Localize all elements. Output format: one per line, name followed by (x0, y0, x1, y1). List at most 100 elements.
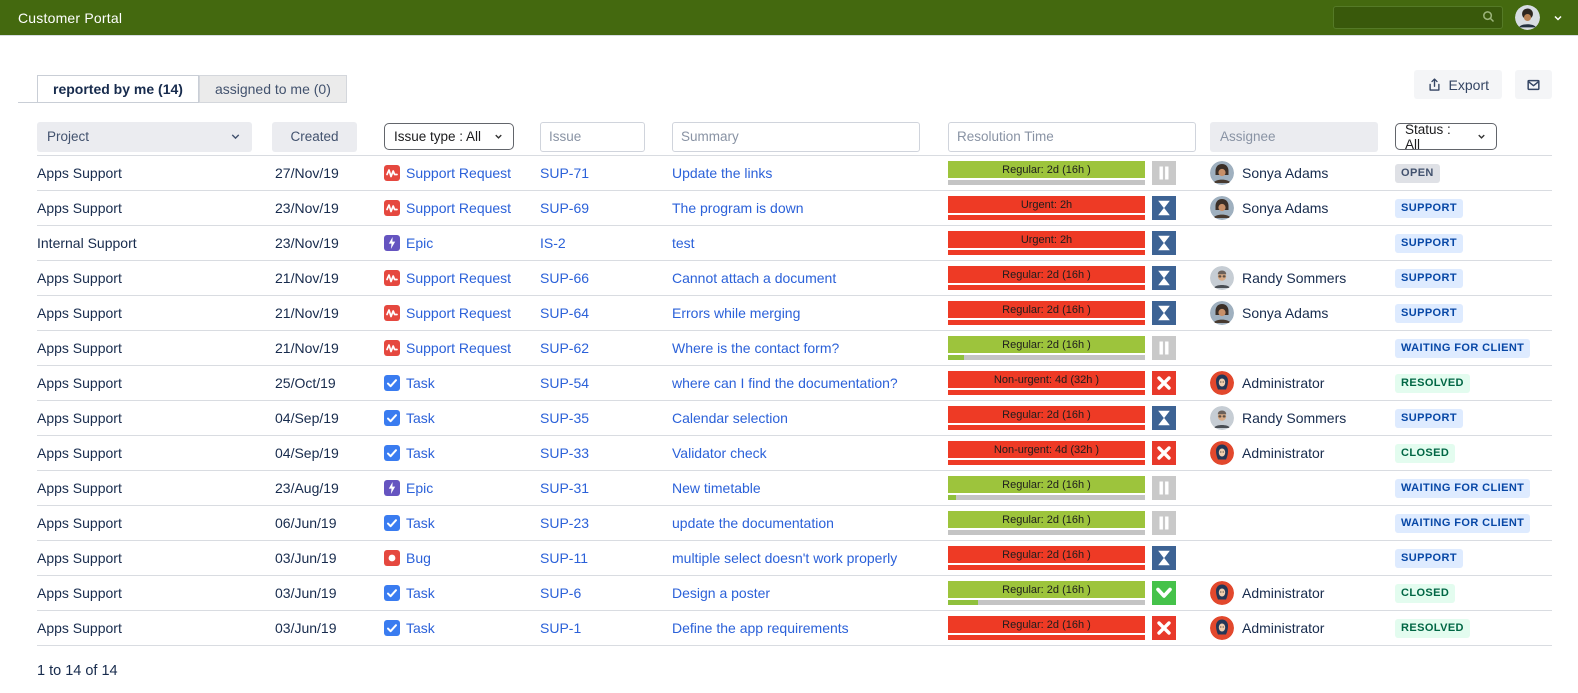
header-search[interactable] (1333, 6, 1503, 29)
task-icon (384, 515, 400, 531)
issue-key-link[interactable]: SUP-6 (540, 585, 582, 601)
resolution-progress-track (948, 390, 1145, 395)
resolution-time-bar: Regular: 2d (16h ) (948, 581, 1145, 598)
epic-icon (384, 235, 400, 251)
issue-summary-link[interactable]: Validator check (672, 445, 767, 461)
search-input[interactable] (1340, 9, 1481, 26)
sonya-avatar (1210, 301, 1234, 325)
project-cell: Apps Support (37, 515, 122, 531)
issue-summary-link[interactable]: Update the links (672, 165, 773, 181)
resolution-time-bar: Regular: 2d (16h ) (948, 301, 1145, 318)
resolution-time-filter-input[interactable] (948, 121, 1196, 152)
issue-summary-link[interactable]: where can I find the documentation? (672, 375, 898, 391)
issue-summary-link[interactable]: Calendar selection (672, 410, 788, 426)
issue-summary-link[interactable]: update the documentation (672, 515, 834, 531)
issue-key-link[interactable]: SUP-23 (540, 515, 590, 531)
issue-key-link[interactable]: SUP-35 (540, 410, 590, 426)
share-email-button[interactable] (1515, 70, 1552, 99)
issue-type-link[interactable]: Task (406, 620, 435, 636)
assignee-name: Administrator (1242, 375, 1325, 391)
issue-type-link[interactable]: Epic (406, 480, 434, 496)
assignee-name: Sonya Adams (1242, 165, 1329, 181)
resolution-progress-track (948, 635, 1145, 640)
export-button[interactable]: Export (1413, 70, 1502, 99)
issue-key-link[interactable]: SUP-11 (540, 550, 588, 566)
issue-type-cell: Epic (384, 480, 540, 496)
issue-summary-link[interactable]: New timetable (672, 480, 761, 496)
project-cell: Apps Support (37, 550, 122, 566)
issue-key-link[interactable]: SUP-1 (540, 620, 582, 636)
status-filter-select[interactable]: Status : All (1395, 122, 1497, 152)
resolution-time-cell: Regular: 2d (16h ) (948, 301, 1210, 325)
issue-key-link[interactable]: SUP-62 (540, 340, 590, 356)
issue-key-link[interactable]: SUP-64 (540, 305, 590, 321)
user-menu-chevron-down-icon[interactable] (1552, 12, 1564, 24)
issue-key-link[interactable]: SUP-66 (540, 270, 590, 286)
issue-summary-link[interactable]: Errors while merging (672, 305, 801, 321)
project-cell: Apps Support (37, 200, 122, 216)
issue-key-link[interactable]: SUP-69 (540, 200, 590, 216)
issue-type-link[interactable]: Epic (406, 235, 434, 251)
summary-filter-input[interactable] (672, 121, 920, 152)
assignee-cell: Randy Sommers (1210, 266, 1395, 290)
issue-key-link[interactable]: IS-2 (540, 235, 566, 251)
resolution-progress-fill (948, 285, 1145, 290)
resolution-progress-fill (948, 355, 964, 360)
tab-reported-by-me[interactable]: reported by me (14) (37, 75, 199, 103)
issue-type-filter-select[interactable]: Issue type : All (384, 123, 514, 150)
resolution-time-label: Regular: 2d (16h ) (1002, 513, 1091, 526)
issue-type-cell: Task (384, 445, 540, 461)
issue-type-link[interactable]: Support Request (406, 305, 512, 321)
resolution-progress-track (948, 355, 1145, 360)
status-badge: WAITING FOR CLIENT (1395, 479, 1531, 498)
check-icon (1152, 581, 1176, 605)
table-row: Apps Support 03/Jun/19 Task SUP-6 Design… (37, 576, 1552, 611)
assignee-cell: Randy Sommers (1210, 406, 1395, 430)
resolution-time-bar: Regular: 2d (16h ) (948, 161, 1145, 178)
issue-type-link[interactable]: Support Request (406, 340, 512, 356)
issue-type-cell: Task (384, 515, 540, 531)
issue-key-link[interactable]: SUP-31 (540, 480, 590, 496)
chevron-down-icon (493, 131, 504, 142)
resolution-progress-fill (948, 495, 956, 500)
project-filter-dropdown[interactable]: Project (37, 121, 252, 152)
issue-key-link[interactable]: SUP-71 (540, 165, 590, 181)
issue-type-link[interactable]: Support Request (406, 165, 512, 181)
issue-summary-link[interactable]: Define the app requirements (672, 620, 849, 636)
user-avatar[interactable] (1515, 5, 1540, 30)
issue-summary-link[interactable]: Cannot attach a document (672, 270, 837, 286)
sonya-avatar (1210, 196, 1234, 220)
created-column-header[interactable]: Created (272, 121, 357, 152)
resolution-time-cell: Regular: 2d (16h ) (948, 161, 1210, 185)
status-badge: SUPPORT (1395, 269, 1463, 288)
resolution-time-label: Regular: 2d (16h ) (1002, 338, 1091, 351)
issue-type-cell: Support Request (384, 200, 540, 216)
issue-type-link[interactable]: Task (406, 375, 435, 391)
assignee-name: Sonya Adams (1242, 305, 1329, 321)
issue-type-cell: Support Request (384, 165, 540, 181)
project-cell: Apps Support (37, 375, 122, 391)
issue-summary-link[interactable]: The program is down (672, 200, 804, 216)
assignee-cell: Administrator (1210, 616, 1395, 640)
issue-type-link[interactable]: Task (406, 410, 435, 426)
issue-type-link[interactable]: Task (406, 585, 435, 601)
table-row: Internal Support 23/Nov/19 Epic IS-2 tes… (37, 226, 1552, 261)
issue-filter-input[interactable] (540, 121, 645, 152)
table-row: Apps Support 27/Nov/19 Support Request S… (37, 156, 1552, 191)
project-cell: Apps Support (37, 305, 122, 321)
issue-summary-link[interactable]: Design a poster (672, 585, 771, 601)
issue-type-link[interactable]: Support Request (406, 200, 512, 216)
issue-type-link[interactable]: Bug (406, 550, 431, 566)
issue-type-link[interactable]: Task (406, 515, 435, 531)
issue-key-link[interactable]: SUP-54 (540, 375, 590, 391)
tab-assigned-to-me[interactable]: assigned to me (0) (198, 75, 347, 103)
assignee-filter[interactable]: Assignee (1210, 121, 1378, 152)
issue-summary-link[interactable]: Where is the contact form? (672, 340, 840, 356)
issue-type-link[interactable]: Support Request (406, 270, 512, 286)
issue-summary-link[interactable]: test (672, 235, 695, 251)
status-badge: SUPPORT (1395, 199, 1463, 218)
issue-key-link[interactable]: SUP-33 (540, 445, 590, 461)
issue-type-link[interactable]: Task (406, 445, 435, 461)
assignee-name: Sonya Adams (1242, 200, 1329, 216)
issue-summary-link[interactable]: multiple select doesn't work properly (672, 550, 898, 566)
